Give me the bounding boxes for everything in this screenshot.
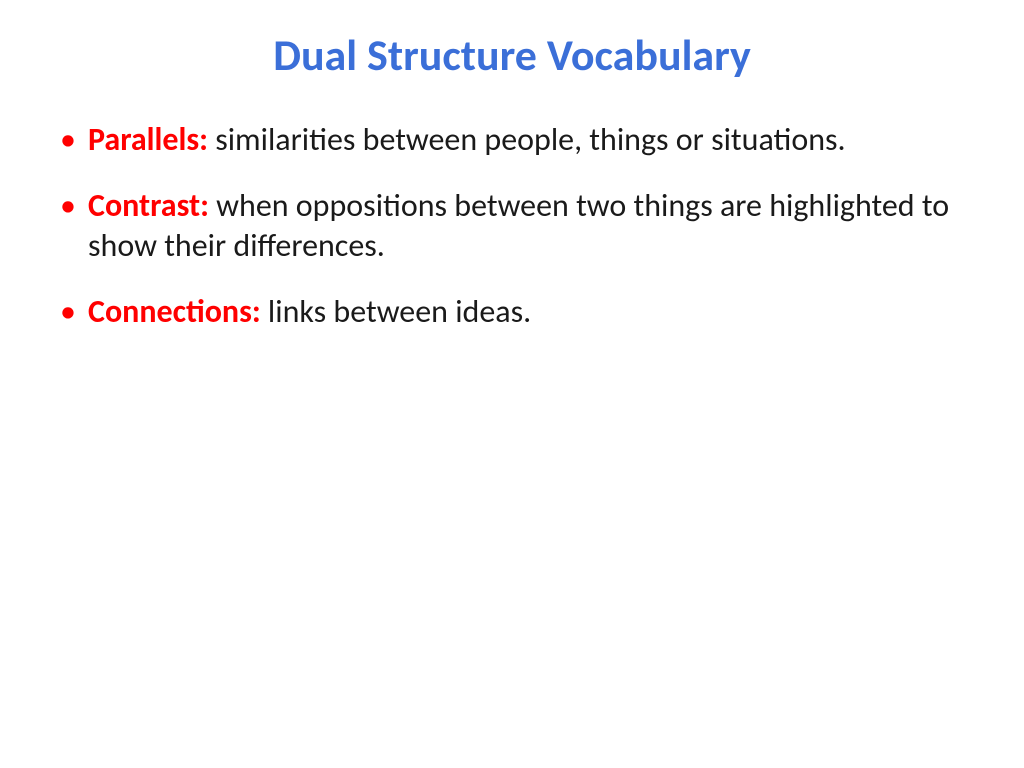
list-item: Contrast: when oppositions between two t… bbox=[88, 186, 964, 266]
term-label: Contrast: bbox=[88, 186, 209, 225]
term-label: Connections: bbox=[88, 292, 261, 331]
slide-title: Dual Structure Vocabulary bbox=[60, 28, 964, 82]
definition-text: links between ideas. bbox=[261, 292, 532, 331]
definition-text: when oppositions between two things are … bbox=[88, 186, 949, 265]
definition-text: similarities between people, things or s… bbox=[208, 120, 846, 159]
list-item: Connections: links between ideas. bbox=[88, 292, 964, 332]
slide: Dual Structure Vocabulary Parallels: sim… bbox=[0, 0, 1024, 768]
list-item: Parallels: similarities between people, … bbox=[88, 120, 964, 160]
term-label: Parallels: bbox=[88, 120, 208, 159]
bullet-list: Parallels: similarities between people, … bbox=[60, 120, 964, 332]
